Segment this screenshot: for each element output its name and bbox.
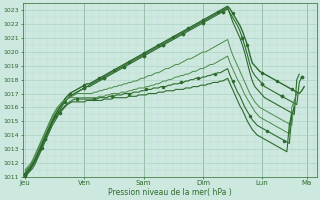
- X-axis label: Pression niveau de la mer( hPa ): Pression niveau de la mer( hPa ): [108, 188, 231, 197]
